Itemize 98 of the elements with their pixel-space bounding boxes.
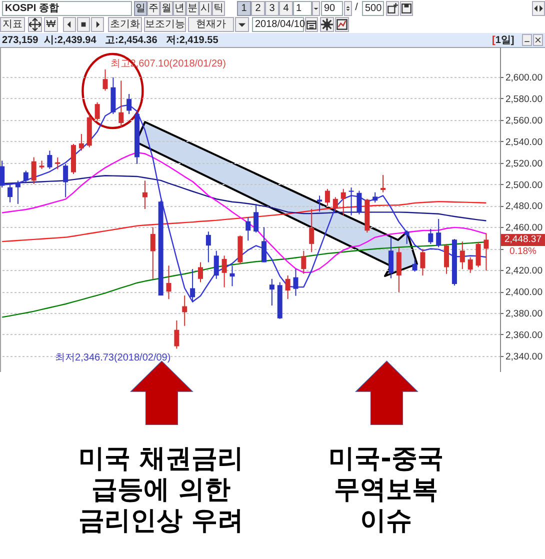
text: 90: [321, 1, 343, 16]
y-tick-label: 2,380.00: [506, 308, 542, 320]
text: 년: [173, 1, 186, 16]
candlestick: [484, 232, 489, 272]
text: 일: [134, 1, 147, 16]
text: 지표: [0, 17, 25, 32]
candlestick: [293, 268, 298, 296]
candlestick: [246, 216, 251, 242]
y-tick-label: 2,480.00: [506, 201, 542, 212]
text: [1일]: [492, 34, 516, 47]
text: 월: [160, 1, 173, 16]
candlestick: [78, 133, 84, 152]
candlestick: [356, 190, 362, 215]
candlestick: [388, 236, 394, 279]
y-tick-label: 2,500.00: [506, 180, 542, 191]
candlestick: [23, 170, 28, 183]
candlestick: [309, 208, 314, 253]
candlestick: [412, 259, 418, 272]
text: 주: [147, 1, 160, 16]
text: 0.18%: [501, 246, 545, 258]
text: ₩: [44, 17, 58, 32]
candlestick: [420, 248, 426, 276]
y-tick-label: 2,360.00: [506, 330, 542, 341]
candlestick: [396, 246, 402, 293]
candlestick: [142, 180, 148, 210]
candlestick: [372, 192, 378, 204]
candlestick: [285, 274, 290, 300]
candlestick: [436, 218, 442, 248]
candlestick: [332, 196, 338, 212]
candlestick: [166, 265, 172, 300]
text: 초기화: [108, 17, 142, 32]
candlestick: [15, 180, 20, 204]
text: 2: [251, 1, 265, 16]
candlestick: [31, 156, 36, 184]
candlestick: [214, 250, 219, 280]
candlestick: [460, 241, 465, 270]
text: 3: [265, 1, 279, 16]
candlestick: [150, 226, 156, 280]
text: 500: [362, 1, 384, 16]
text: 미국-중국 무역보복 이슈: [328, 444, 444, 537]
candlestick: [254, 203, 259, 234]
y-tick-label: 2,540.00: [506, 136, 542, 148]
y-tick-label: 2,520.00: [506, 158, 542, 170]
candlestick: [444, 243, 450, 274]
candlestick: [206, 231, 211, 263]
text: 1: [237, 1, 251, 16]
y-tick-label: 2,340.00: [506, 351, 542, 362]
text: 현재가: [188, 17, 234, 32]
text: KOSPI 종합: [2, 1, 132, 16]
candlestick: [55, 156, 60, 170]
text: 저:2,419.55: [166, 34, 220, 47]
candlestick: [428, 228, 434, 244]
y-tick-label: 2,400.00: [506, 287, 542, 298]
text: 틱: [212, 1, 225, 16]
text: 보조기능: [144, 17, 186, 32]
candlestick: [340, 188, 346, 216]
candlestick: [261, 226, 266, 263]
candlestick: [380, 174, 386, 193]
candlestick: [317, 195, 322, 212]
candlestick: [190, 268, 196, 303]
y-tick-label: 2,420.00: [506, 266, 542, 277]
candlestick: [198, 262, 203, 283]
text: /: [354, 1, 359, 15]
candlestick: [63, 163, 68, 198]
annotation: 최저2,346.73(2018/02/09): [55, 352, 171, 364]
candlestick: [174, 320, 180, 350]
text: 2,448.37: [501, 234, 545, 246]
candlestick: [126, 93, 132, 115]
y-tick-label: 2,560.00: [506, 115, 542, 126]
text: 미국 채권금리 급등에 의한 금리인상 우려: [78, 444, 244, 537]
candlestick: [476, 242, 481, 268]
text: 4: [279, 1, 293, 16]
text: 고:2,454.36: [105, 34, 158, 47]
y-tick-label: 2,460.00: [506, 222, 542, 234]
text: 2018/04/10: [252, 17, 306, 32]
candlestick: [269, 278, 274, 306]
candlestick: [102, 68, 108, 92]
candlestick: [0, 160, 5, 188]
candlestick: [468, 256, 473, 274]
candlestick: [301, 250, 306, 274]
candlestick: [230, 265, 235, 287]
candlestick: [118, 80, 124, 128]
candlestick: [404, 230, 410, 244]
candlestick: [8, 183, 13, 203]
y-tick-label: 2,600.00: [506, 72, 542, 84]
text: 시: [199, 1, 212, 16]
candlestick: [324, 188, 330, 206]
candlestick: [182, 295, 188, 326]
text: 분: [186, 1, 199, 16]
line-series: [1, 152, 487, 274]
y-tick-label: 2,580.00: [506, 94, 542, 105]
candlestick: [94, 102, 100, 122]
text: 시:2,439.94: [44, 34, 98, 47]
text: 1: [293, 1, 312, 16]
candlestick: [47, 150, 52, 170]
candlestick: [222, 255, 227, 288]
candlestick: [348, 187, 354, 216]
text: 273,159: [2, 34, 40, 47]
